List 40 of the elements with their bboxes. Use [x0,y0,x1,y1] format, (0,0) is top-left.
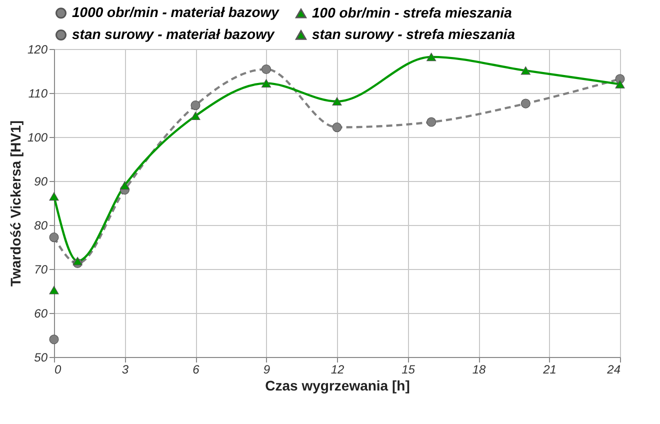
y-tick-label: 80 [34,218,48,232]
x-tick-label: 0 [54,362,62,376]
point [426,52,436,62]
x-tick-label: 9 [263,362,270,376]
point [190,112,200,120]
y-axis-title: Twardość Vickersa [HV1] [7,120,24,287]
y-tick-label: 100 [27,130,48,144]
x-tick-label: 21 [542,362,556,376]
point [520,98,530,108]
y-tick-label: 60 [34,306,48,320]
point [426,117,436,127]
y-tick-label: 70 [34,262,48,276]
point [72,256,82,266]
point [49,192,59,201]
point [49,334,59,344]
x-tick-label: 6 [192,362,200,376]
y-tick-label: 50 [34,350,48,364]
y-tick-label: 110 [28,86,48,100]
point [120,181,130,190]
point [190,100,200,110]
x-tick-label: 18 [472,362,486,376]
point [615,80,625,88]
legend-label: 1000 obr/min - materiał bazowy [72,4,280,20]
legend-label: stan surowy - materiał bazowy [72,26,276,42]
y-tick-label: 90 [34,174,48,188]
point [332,97,342,106]
x-tick-label: 3 [122,362,129,376]
x-tick-label: 15 [402,362,416,376]
x-axis-title: Czas wygrzewania [h] [265,378,410,394]
point [261,79,272,88]
point [261,64,272,74]
point [49,286,59,294]
x-tick-label: 24 [606,362,621,376]
point [332,122,342,132]
legend-label: stan surowy - strefa mieszania [312,26,516,42]
x-tick-label: 12 [330,362,344,376]
legend-label: 100 obr/min - strefa mieszania [312,4,512,20]
point [520,66,530,75]
y-tick-label: 120 [27,42,48,56]
point [49,232,59,242]
